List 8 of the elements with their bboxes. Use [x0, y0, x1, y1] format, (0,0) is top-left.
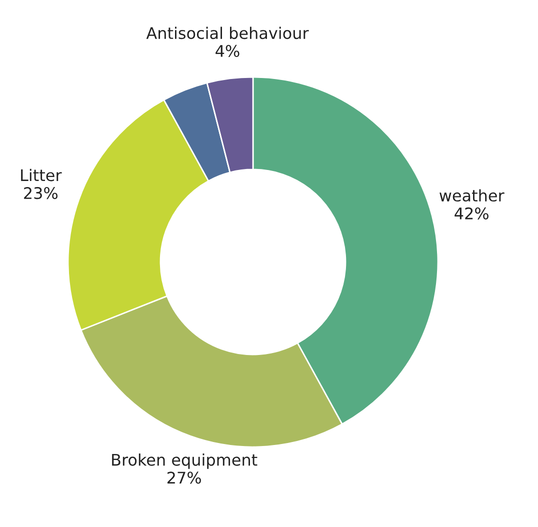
slice-label: Litter — [21, 168, 62, 182]
slice-label: Broken equipment — [112, 453, 258, 469]
slice-label: weather — [440, 189, 504, 202]
data-label: 23% — [24, 187, 58, 200]
data-label: 27% — [167, 472, 201, 484]
data-label: 4% — [216, 44, 240, 58]
data-label: 42% — [454, 207, 488, 220]
slice-label: Antisocial behaviour — [146, 26, 309, 40]
